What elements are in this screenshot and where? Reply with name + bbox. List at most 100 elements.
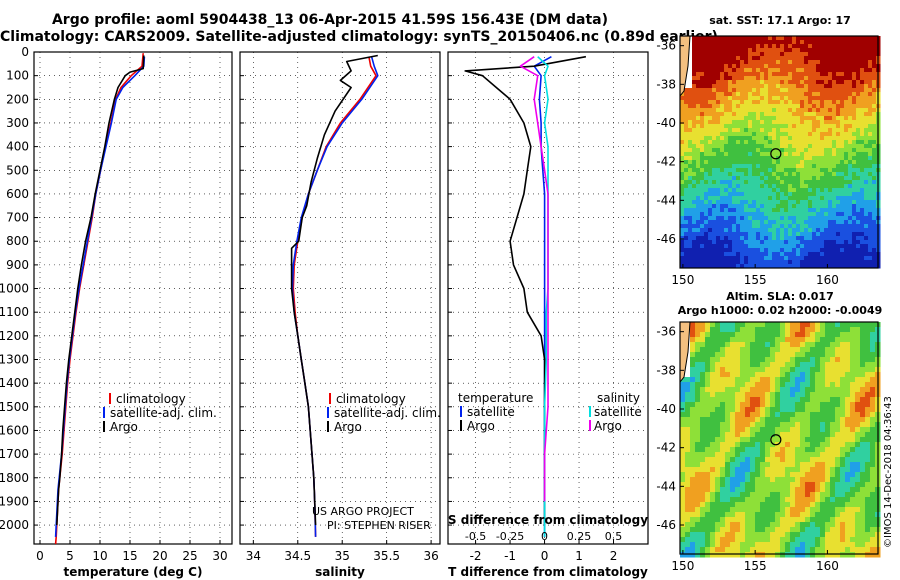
- sla-cell: [700, 492, 706, 498]
- sst-cell: [824, 172, 829, 177]
- sst-cell: [760, 264, 765, 269]
- sla-cell: [725, 442, 731, 448]
- sla-cell: [810, 412, 816, 418]
- sla-cell: [685, 432, 691, 438]
- sst-cell: [756, 88, 761, 93]
- sst-cell: [748, 96, 753, 101]
- depth-tick-label: 400: [6, 140, 29, 154]
- sst-cell: [704, 256, 709, 261]
- sst-cell: [832, 100, 837, 105]
- sst-cell: [720, 96, 725, 101]
- sst-cell: [784, 120, 789, 125]
- sst-cell: [840, 176, 845, 181]
- sla-cell: [680, 407, 686, 413]
- sst-cell: [820, 184, 825, 189]
- sla-cell: [830, 442, 836, 448]
- sla-cell: [835, 507, 841, 513]
- sst-cell: [700, 96, 705, 101]
- sla-cell: [760, 392, 766, 398]
- sst-cell: [808, 116, 813, 121]
- sst-cell: [764, 236, 769, 241]
- sla-cell: [775, 492, 781, 498]
- sst-cell: [752, 172, 757, 177]
- sla-cell: [810, 517, 816, 523]
- sla-cell: [690, 427, 696, 433]
- sla-cell: [785, 432, 791, 438]
- sst-cell: [816, 48, 821, 53]
- sst-cell: [700, 144, 705, 149]
- sla-cell: [845, 357, 851, 363]
- sst-cell: [864, 92, 869, 97]
- sla-cell: [810, 382, 816, 388]
- sla-cell: [705, 512, 711, 518]
- sst-cell: [832, 124, 837, 129]
- sst-cell: [752, 204, 757, 209]
- sla-cell: [795, 392, 801, 398]
- sla-cell: [685, 497, 691, 503]
- sst-cell: [808, 216, 813, 221]
- sst-cell: [824, 124, 829, 129]
- sst-cell: [700, 248, 705, 253]
- sst-cell: [680, 92, 685, 97]
- sla-cell: [855, 427, 861, 433]
- sla-cell: [685, 502, 691, 508]
- sst-cell: [724, 100, 729, 105]
- sla-cell: [870, 417, 876, 423]
- sst-cell: [872, 116, 877, 121]
- sst-cell: [784, 244, 789, 249]
- sst-cell: [848, 56, 853, 61]
- sla-cell: [845, 367, 851, 373]
- sst-cell: [804, 84, 809, 89]
- sst-cell: [752, 60, 757, 65]
- sst-cell: [704, 144, 709, 149]
- sst-cell: [724, 132, 729, 137]
- sst-cell: [776, 48, 781, 53]
- sst-cell: [748, 144, 753, 149]
- sst-cell: [856, 96, 861, 101]
- sla-cell: [750, 537, 756, 543]
- sla-cell: [855, 442, 861, 448]
- sst-cell: [788, 228, 793, 233]
- sst-cell: [800, 260, 805, 265]
- sst-cell: [784, 176, 789, 181]
- sst-cell: [828, 176, 833, 181]
- sst-cell: [872, 40, 877, 45]
- sla-cell: [820, 322, 826, 328]
- sla-cell: [785, 412, 791, 418]
- sla-cell: [815, 427, 821, 433]
- sst-cell: [760, 164, 765, 169]
- sst-cell: [868, 228, 873, 233]
- sst-cell: [712, 140, 717, 145]
- sla-cell: [860, 472, 866, 478]
- sst-cell: [844, 108, 849, 113]
- sst-cell: [796, 228, 801, 233]
- sla-cell: [770, 522, 776, 528]
- sla-cell: [870, 532, 876, 538]
- sst-cell: [848, 68, 853, 73]
- sst-cell: [748, 180, 753, 185]
- sla-cell: [805, 392, 811, 398]
- sst-cell: [848, 48, 853, 53]
- sst-cell: [864, 200, 869, 205]
- sla-cell: [825, 517, 831, 523]
- sst-cell: [848, 200, 853, 205]
- sst-cell: [872, 140, 877, 145]
- secondary-tick-label: 0.25: [567, 530, 592, 543]
- sst-cell: [856, 176, 861, 181]
- sla-cell: [865, 357, 871, 363]
- sst-cell: [720, 152, 725, 157]
- sla-cell: [790, 417, 796, 423]
- sst-cell: [872, 148, 877, 153]
- sst-cell: [744, 88, 749, 93]
- sst-cell: [736, 180, 741, 185]
- sla-cell: [725, 502, 731, 508]
- sst-cell: [692, 164, 697, 169]
- sla-cell: [705, 442, 711, 448]
- sst-cell: [828, 88, 833, 93]
- sla-cell: [700, 357, 706, 363]
- sst-cell: [784, 260, 789, 265]
- sla-cell: [805, 512, 811, 518]
- sst-cell: [872, 200, 877, 205]
- sst-cell: [804, 124, 809, 129]
- sst-cell: [740, 68, 745, 73]
